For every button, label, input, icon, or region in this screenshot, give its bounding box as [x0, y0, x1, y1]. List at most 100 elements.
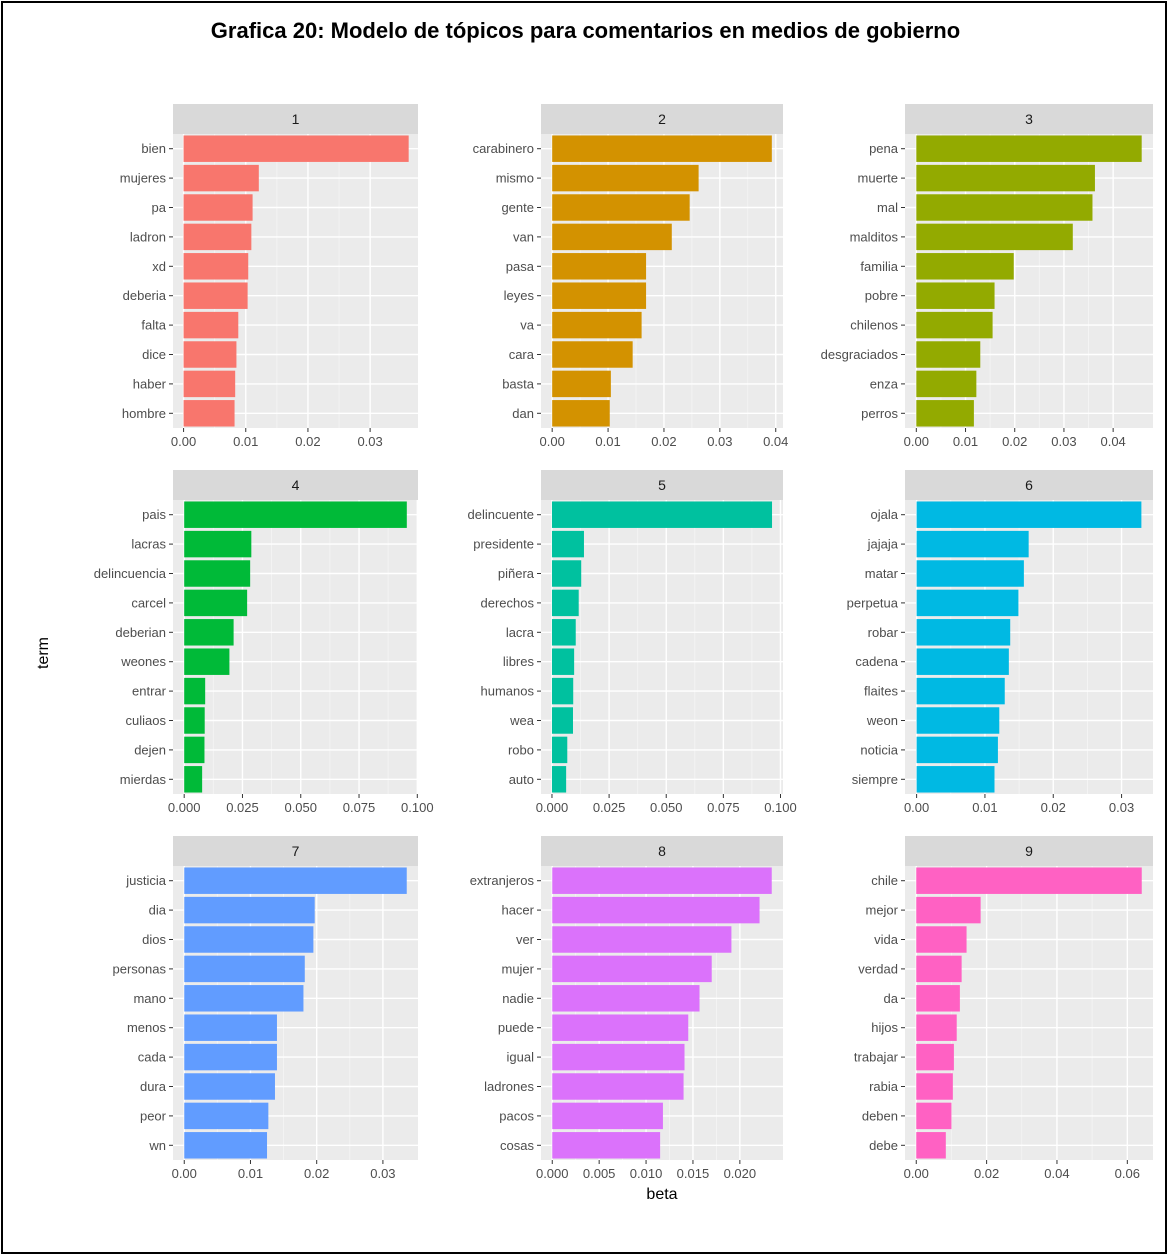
bar-delincuente	[551, 501, 773, 528]
facet-panel-4: 4 pais lacras delincuencia carcel deberian weo…	[94, 470, 434, 815]
x-tick-label: 0.00	[172, 1166, 197, 1181]
x-tick-label: 0.00	[904, 1166, 929, 1181]
term-label: familia	[860, 259, 898, 274]
bar-ojala	[916, 501, 1142, 528]
facet-strip	[173, 470, 418, 500]
term-label: nadie	[502, 991, 534, 1006]
bar-basta	[552, 370, 611, 398]
bar-familia	[916, 253, 1014, 280]
facet-strip-label: 1	[292, 111, 300, 127]
x-tick-label: 0.02	[304, 1166, 329, 1181]
bar-carabinero	[552, 135, 772, 162]
facet-strip	[541, 470, 783, 500]
bar-humanos	[551, 677, 574, 705]
term-label: ojala	[871, 507, 899, 522]
term-label: dura	[140, 1079, 167, 1094]
bar-dejen	[184, 736, 205, 764]
term-label: dice	[142, 347, 166, 362]
facet-strip	[905, 104, 1153, 134]
x-tick-label: 0.00	[904, 434, 929, 449]
facet-strip-label: 9	[1025, 843, 1033, 859]
term-label: cara	[509, 347, 535, 362]
bar-flaites	[916, 677, 1005, 705]
term-label: pobre	[865, 288, 898, 303]
x-tick-label: 0.02	[1002, 434, 1027, 449]
term-label: hombre	[122, 406, 166, 421]
term-label: chile	[871, 873, 898, 888]
bar-ladrones	[552, 1073, 684, 1100]
term-label: mal	[877, 200, 898, 215]
term-label: da	[884, 991, 899, 1006]
bar-presidente	[551, 530, 584, 558]
term-label: pasa	[506, 259, 535, 274]
term-label: wn	[148, 1138, 166, 1153]
bar-vida	[916, 926, 967, 953]
bar-falta	[183, 311, 239, 339]
bar-entrar	[184, 677, 206, 705]
term-label: presidente	[473, 537, 534, 552]
x-tick-label: 0.010	[630, 1166, 663, 1181]
bar-deberia	[183, 282, 248, 309]
bar-siempre	[916, 766, 995, 793]
x-tick-label: 0.04	[1044, 1166, 1069, 1181]
x-tick-label: 0.02	[1041, 800, 1066, 815]
x-tick-label: 0.03	[1051, 434, 1076, 449]
x-tick-label: 0.050	[284, 800, 317, 815]
facet-strip-label: 3	[1025, 111, 1033, 127]
bar-chilenos	[916, 311, 993, 339]
bar-piñera	[551, 560, 582, 587]
bar-trabajar	[916, 1043, 954, 1071]
facet-panel-5: 5 delincuente presidente piñera derechos lacr…	[468, 470, 797, 815]
bar-debe	[916, 1132, 946, 1159]
term-label: verdad	[858, 961, 898, 976]
term-label: personas	[113, 961, 167, 976]
facet-strip-label: 6	[1025, 477, 1033, 493]
bar-robar	[916, 619, 1011, 646]
term-label: deberian	[115, 625, 166, 640]
term-label: derechos	[481, 595, 535, 610]
facet-strip-label: 5	[658, 477, 666, 493]
term-label: perpetua	[847, 595, 899, 610]
x-tick-label: 0.03	[1109, 800, 1134, 815]
term-label: peor	[140, 1108, 167, 1123]
bar-deben	[916, 1102, 952, 1130]
x-tick-label: 0.02	[295, 434, 320, 449]
term-label: dan	[512, 406, 534, 421]
bar-igual	[552, 1043, 685, 1071]
bar-ver	[552, 926, 732, 953]
y-axis-title: term	[35, 637, 52, 669]
term-label: cosas	[500, 1138, 534, 1153]
facet-strip	[905, 836, 1153, 866]
term-label: mano	[133, 991, 166, 1006]
term-label: menos	[127, 1020, 167, 1035]
facet-strip-label: 8	[658, 843, 666, 859]
x-tick-label: 0.025	[593, 800, 626, 815]
x-tick-label: 0.01	[233, 434, 258, 449]
facet-strip	[173, 104, 418, 134]
facet-panel-6: 6 ojala jajaja matar perpetua robar cadena flai…	[847, 470, 1153, 815]
term-label: falta	[141, 318, 166, 333]
bar-dios	[184, 926, 314, 953]
bar-derechos	[551, 589, 579, 617]
bar-perpetua	[916, 589, 1019, 617]
bar-cosas	[552, 1132, 661, 1159]
bar-deberian	[184, 619, 234, 646]
term-label: lacras	[131, 537, 166, 552]
bar-mal	[916, 194, 1093, 221]
term-label: dejen	[134, 742, 166, 757]
bar-dia	[184, 896, 315, 924]
bar-dura	[184, 1073, 275, 1100]
term-label: van	[513, 229, 534, 244]
x-tick-label: 0.00	[904, 800, 929, 815]
term-label: weones	[120, 654, 166, 669]
bar-mismo	[552, 164, 699, 192]
x-tick-label: 0.01	[972, 800, 997, 815]
term-label: igual	[507, 1050, 535, 1065]
x-tick-label: 0.06	[1115, 1166, 1140, 1181]
bar-muerte	[916, 164, 1095, 192]
bar-xd	[183, 253, 249, 280]
bar-hijos	[916, 1014, 957, 1041]
bar-robo	[551, 736, 568, 764]
x-tick-label: 0.015	[677, 1166, 710, 1181]
x-tick-label: 0.01	[238, 1166, 263, 1181]
